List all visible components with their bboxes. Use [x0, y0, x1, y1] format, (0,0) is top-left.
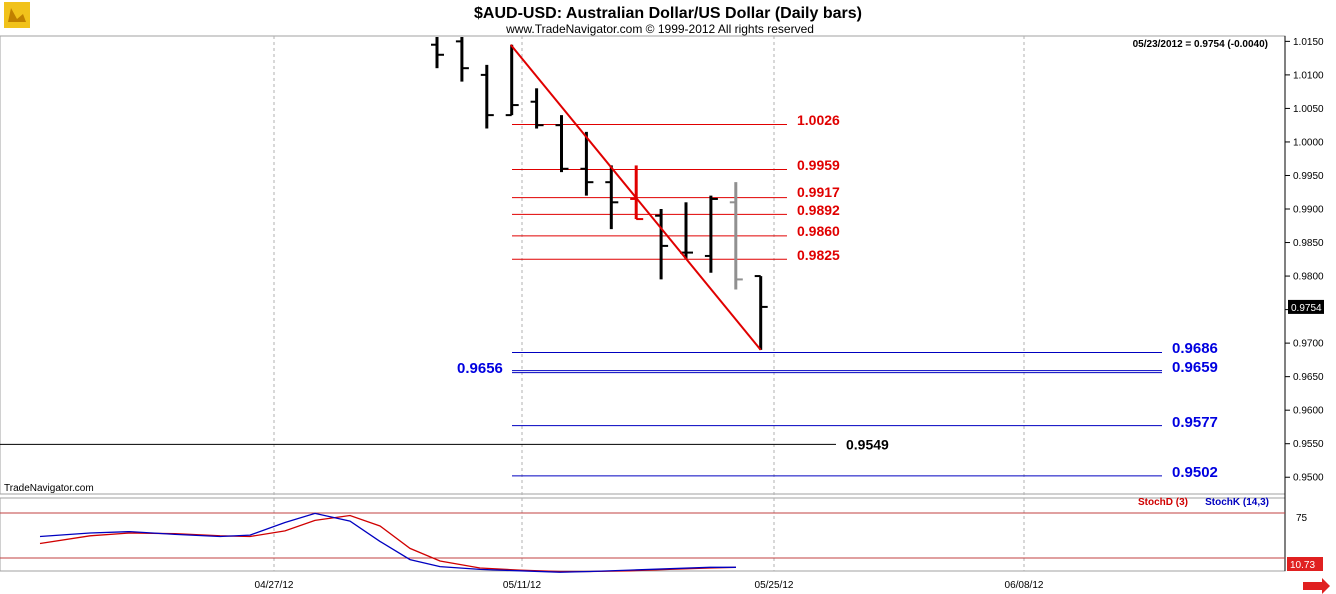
ohlc-bar: [480, 64, 494, 129]
ohlc-bar: [580, 131, 594, 196]
grid-lines: [273, 36, 1025, 571]
y-tick-label: 0.9550: [1293, 439, 1324, 450]
y-tick-label: 0.9500: [1293, 473, 1324, 484]
ohlc-bar: [555, 115, 569, 173]
date-axis: 04/27/12 05/11/12 05/25/12 06/08/12: [255, 580, 1044, 591]
ohlc-bar: [605, 165, 619, 230]
x-tick-label: 06/08/12: [1005, 580, 1044, 591]
stoch-k-line: [39, 512, 736, 573]
blue-level-label: 0.9686: [1172, 340, 1218, 357]
fib-level-label: 0.9917: [797, 184, 840, 200]
y-tick-label: 0.9950: [1293, 171, 1324, 182]
chart-title: $AUD-USD: Australian Dollar/US Dollar (D…: [474, 5, 862, 22]
stoch-value-box: [1287, 557, 1323, 571]
watermark-text: TradeNavigator.com: [4, 483, 94, 494]
y-tick-label: 0.9650: [1293, 372, 1324, 383]
trend-line: [509, 44, 762, 351]
blue-level-label-left: 0.9656: [457, 360, 503, 377]
stochastic-panel: 75 10.73: [0, 512, 1323, 573]
y-tick-label: 0.9850: [1293, 238, 1324, 249]
ohlc-bar: [680, 202, 693, 260]
ohlc-bar: [630, 165, 644, 221]
fib-level-label: 0.9860: [797, 223, 840, 239]
y-tick-label: 1.0050: [1293, 104, 1324, 115]
blue-level-label: 0.9577: [1172, 414, 1218, 431]
y-tick-label: 1.0150: [1293, 37, 1324, 48]
y-tick-label: 1.0100: [1293, 70, 1324, 81]
logo-icon: [4, 2, 30, 28]
stoch-d-legend: StochD (3): [1138, 497, 1188, 508]
fib-level-label: 0.9959: [797, 157, 840, 173]
level-lines: 1.0026 0.9959 0.9917 0.9892 0.9860 0.9825 0.96…: [0, 112, 1218, 481]
y-tick-label: 0.9700: [1293, 339, 1324, 350]
ohlc-bar: [505, 44, 519, 117]
ohlc-bar: [530, 88, 544, 129]
ohlc-bar: [729, 182, 743, 290]
x-tick-label: 05/25/12: [755, 580, 794, 591]
copyright-text: www.TradeNavigator.com © 1999-2012 All r…: [505, 22, 814, 36]
ohlc-bar: [455, 37, 469, 82]
blue-level-label: 0.9659: [1172, 359, 1218, 376]
stoch-tick-label: 75: [1296, 513, 1308, 524]
stoch-value-label: 10.73: [1290, 560, 1315, 571]
ohlc-bar: [431, 37, 444, 69]
black-level-label: 0.9549: [846, 436, 889, 452]
x-tick-label: 05/11/12: [503, 580, 542, 591]
ohlc-bar: [655, 209, 669, 280]
ohlc-bar: [704, 195, 718, 273]
stoch-d-line: [39, 514, 737, 573]
stoch-k-legend: StochK (14,3): [1205, 497, 1269, 508]
ohlc-bar: [754, 275, 768, 350]
last-price-box: [1288, 299, 1324, 314]
fib-level-label: 0.9825: [797, 247, 840, 263]
y-tick-label: 1.0000: [1293, 137, 1324, 148]
x-tick-label: 04/27/12: [255, 580, 294, 591]
price-axis: 1.0150 1.0100 1.0050 1.0000 0.9950 0.9900 0.98…: [1285, 37, 1324, 484]
last-quote-readout: 05/23/2012 = 0.9754 (-0.0040): [1133, 39, 1268, 50]
blue-level-label: 0.9502: [1172, 464, 1218, 481]
scroll-right-icon[interactable]: [1303, 578, 1330, 594]
fib-level-label: 1.0026: [797, 112, 840, 128]
fib-level-label: 0.9892: [797, 202, 840, 218]
trend-line-segment: [509, 44, 762, 351]
price-bars: [431, 37, 768, 350]
y-tick-label: 0.9600: [1293, 406, 1324, 417]
y-tick-label: 0.9900: [1293, 205, 1324, 216]
last-price-label: 0.9754: [1291, 303, 1322, 314]
y-tick-label: 0.9800: [1293, 272, 1324, 283]
